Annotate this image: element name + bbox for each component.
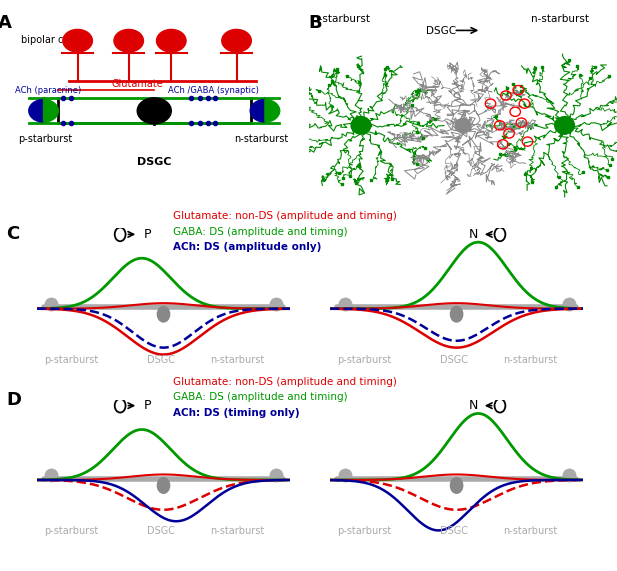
Text: GABA: DS (amplitude and timing): GABA: DS (amplitude and timing)	[173, 392, 347, 403]
Text: N: N	[470, 399, 479, 412]
Text: n-starburst: n-starburst	[234, 134, 288, 144]
Text: n-starburst: n-starburst	[210, 526, 265, 536]
Text: n-starburst: n-starburst	[531, 14, 589, 25]
Text: p-starburst: p-starburst	[18, 134, 72, 144]
Text: n-starburst: n-starburst	[210, 355, 265, 365]
Text: p-starburst: p-starburst	[44, 526, 99, 536]
Text: ACh: DS (timing only): ACh: DS (timing only)	[173, 408, 299, 418]
Text: bipolar cell: bipolar cell	[21, 35, 75, 45]
Text: Glutamate: non-DS (amplitude and timing): Glutamate: non-DS (amplitude and timing)	[173, 211, 397, 222]
Text: DSGC: DSGC	[441, 355, 468, 365]
Wedge shape	[44, 99, 59, 122]
Text: P: P	[144, 399, 151, 412]
Circle shape	[157, 307, 170, 322]
Text: DSGC: DSGC	[441, 526, 468, 536]
Text: ACh /GABA (synaptic): ACh /GABA (synaptic)	[168, 86, 259, 95]
Wedge shape	[265, 99, 280, 122]
Circle shape	[351, 116, 371, 134]
Text: ACh (paracrine): ACh (paracrine)	[15, 86, 81, 95]
Wedge shape	[29, 99, 44, 122]
Text: C: C	[6, 225, 19, 243]
Text: DSGC: DSGC	[426, 26, 456, 37]
Circle shape	[455, 119, 470, 132]
Text: n-starburst: n-starburst	[503, 526, 558, 536]
Text: ACh: DS (amplitude only): ACh: DS (amplitude only)	[173, 243, 321, 252]
Circle shape	[450, 307, 463, 322]
Text: A: A	[0, 14, 12, 31]
Circle shape	[555, 116, 574, 134]
Text: p-starburst: p-starburst	[337, 526, 392, 536]
Circle shape	[63, 30, 93, 52]
Text: Glutamate: non-DS (amplitude and timing): Glutamate: non-DS (amplitude and timing)	[173, 377, 397, 387]
Circle shape	[157, 30, 186, 52]
Text: DSGC: DSGC	[147, 526, 175, 536]
Text: DSGC: DSGC	[147, 355, 175, 365]
Text: D: D	[6, 391, 21, 409]
Circle shape	[222, 30, 251, 52]
Text: p-starburst: p-starburst	[312, 14, 370, 25]
Text: B: B	[308, 14, 322, 32]
Circle shape	[137, 98, 172, 124]
Text: DSGC: DSGC	[137, 157, 172, 167]
Circle shape	[114, 30, 144, 52]
Text: GABA: DS (amplitude and timing): GABA: DS (amplitude and timing)	[173, 227, 347, 237]
Text: p-starburst: p-starburst	[337, 355, 392, 365]
Text: n-starburst: n-starburst	[503, 355, 558, 365]
Text: p-starburst: p-starburst	[44, 355, 99, 365]
Circle shape	[450, 478, 463, 493]
Text: Glutamate: Glutamate	[112, 79, 164, 90]
Text: P: P	[144, 228, 151, 241]
Wedge shape	[250, 99, 265, 122]
Text: N: N	[470, 228, 479, 241]
Circle shape	[157, 478, 170, 493]
